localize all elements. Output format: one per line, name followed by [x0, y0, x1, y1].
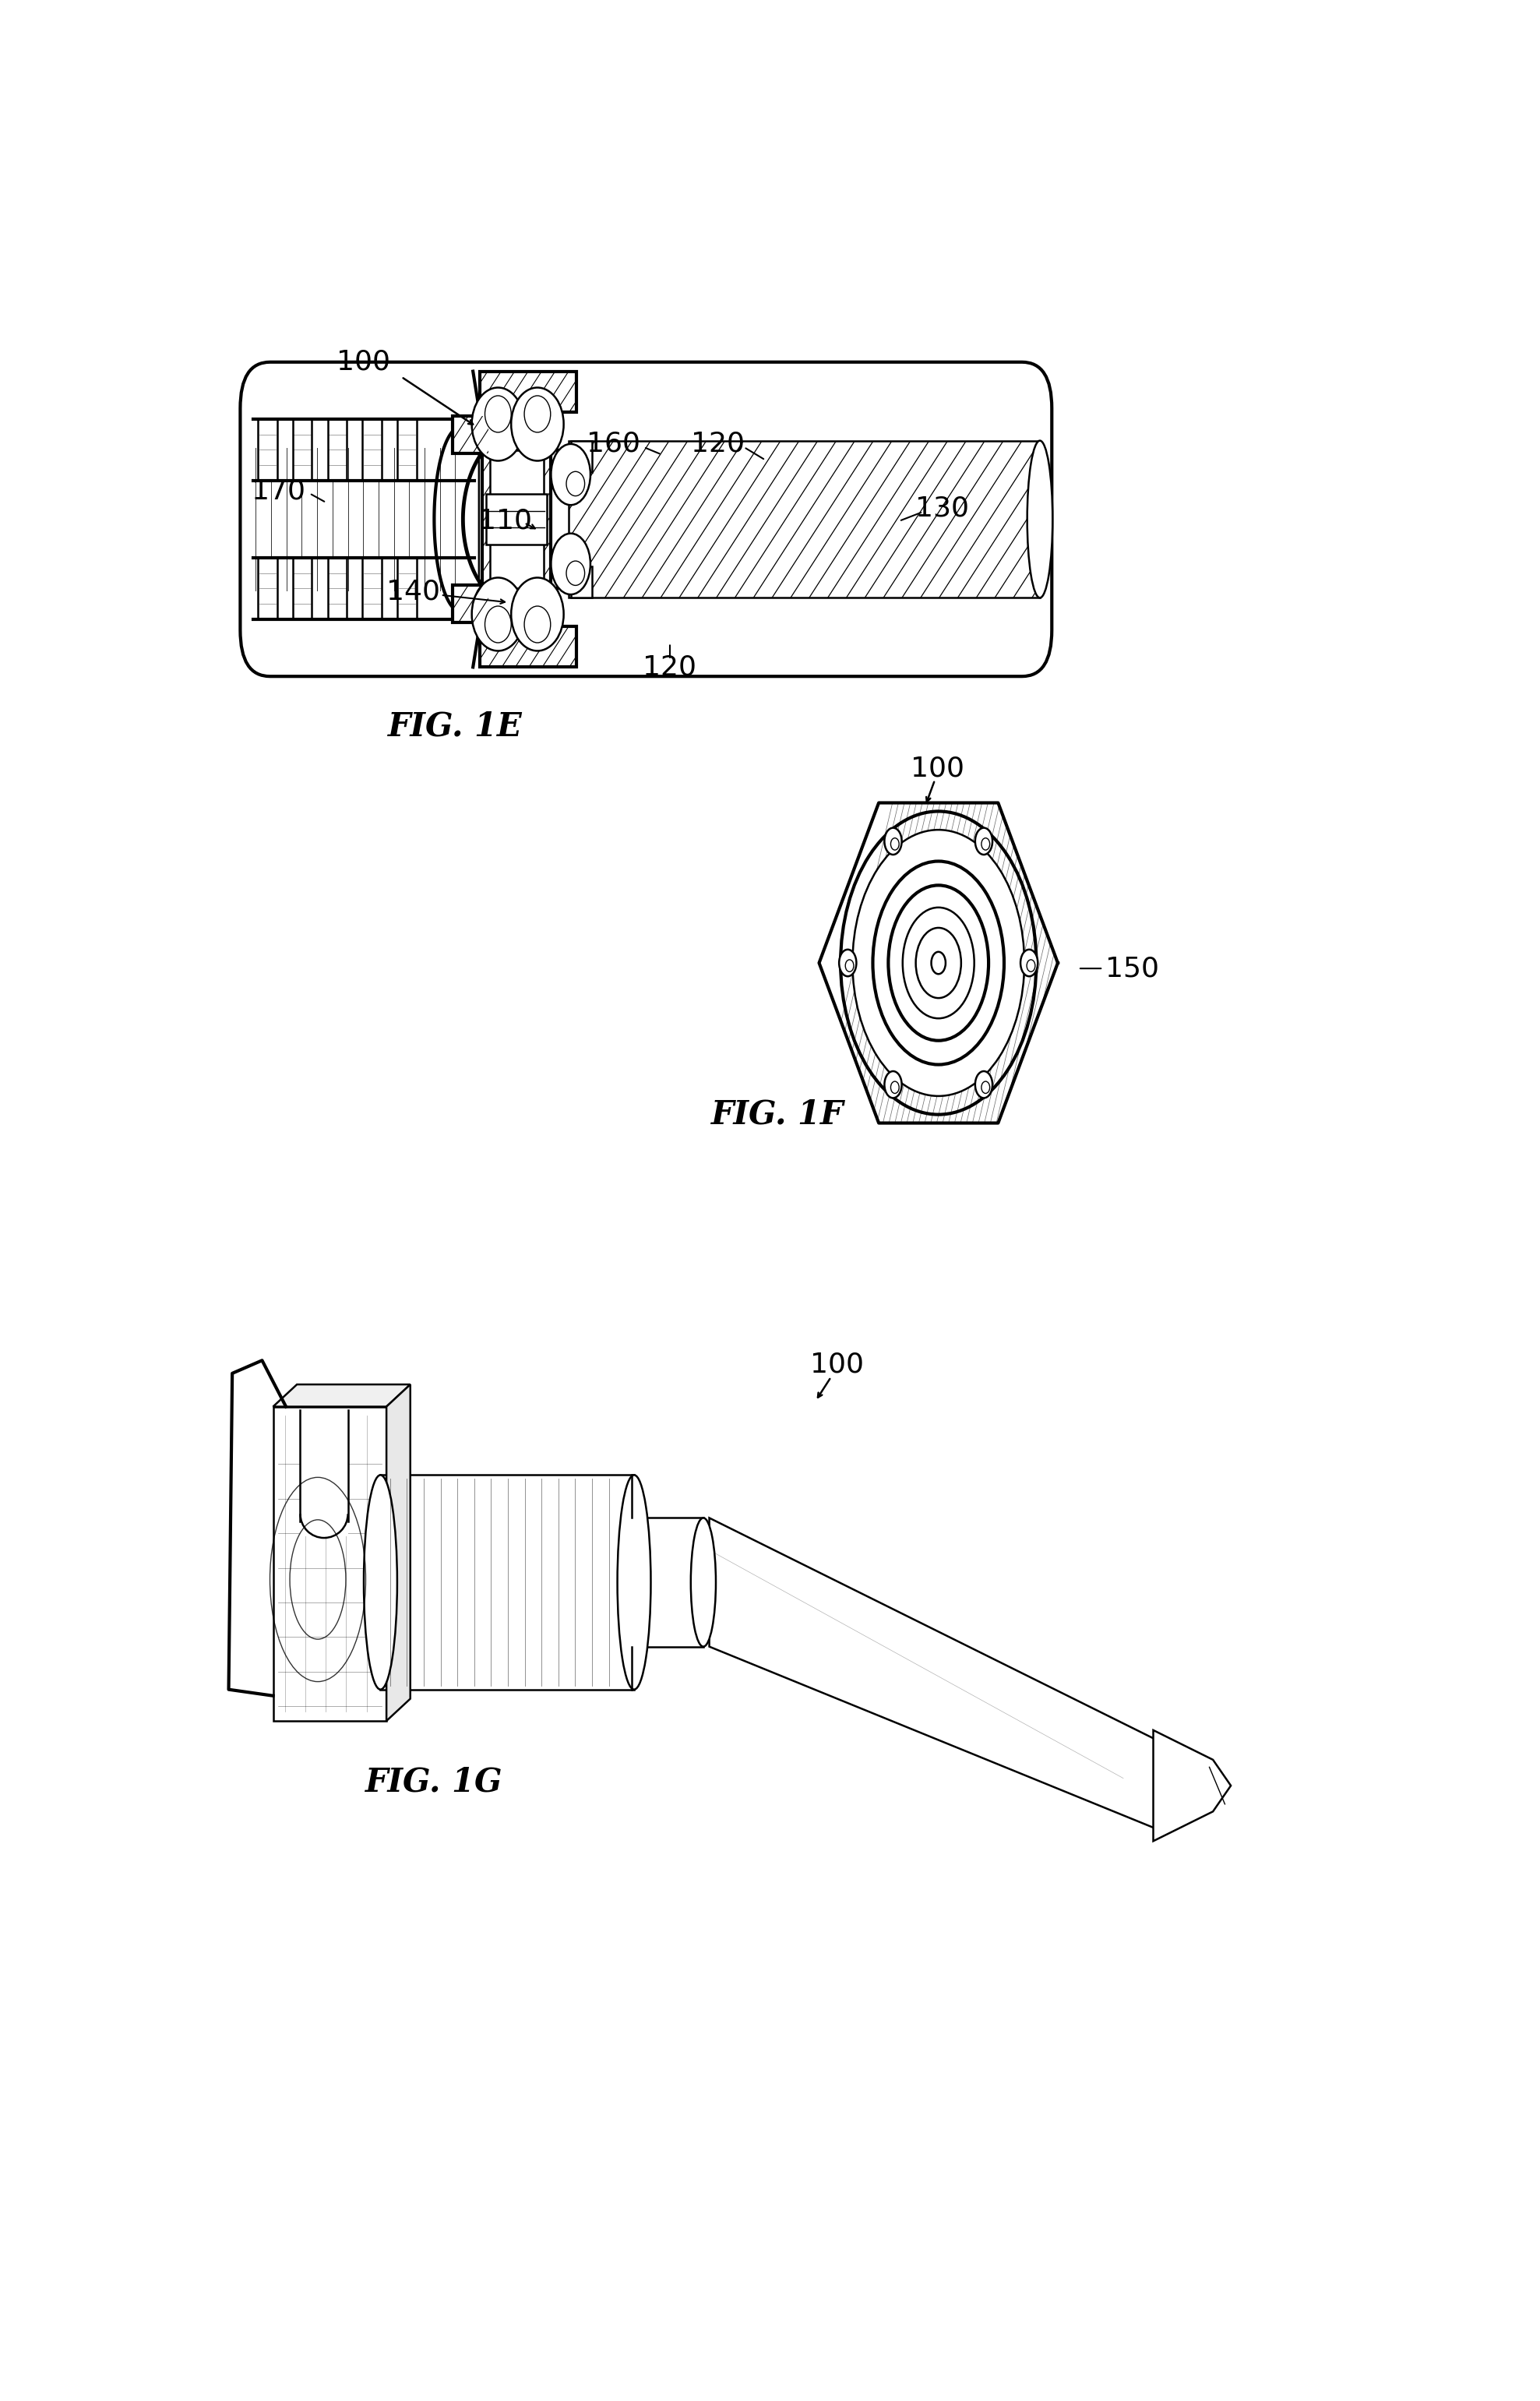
Ellipse shape [853, 831, 1024, 1095]
Bar [571, 567, 593, 598]
Ellipse shape [471, 579, 524, 651]
Bar [480, 627, 578, 667]
Ellipse shape [567, 471, 585, 497]
Ellipse shape [511, 387, 564, 461]
Ellipse shape [981, 1080, 990, 1092]
Polygon shape [293, 557, 313, 619]
Ellipse shape [839, 948, 856, 977]
Text: 160: 160 [587, 430, 641, 456]
Polygon shape [293, 420, 313, 480]
Polygon shape [328, 557, 346, 619]
Bar [487, 495, 547, 545]
Ellipse shape [884, 1071, 902, 1097]
Polygon shape [568, 442, 1040, 598]
Bar [482, 439, 551, 600]
Ellipse shape [618, 1474, 651, 1690]
Ellipse shape [471, 387, 524, 461]
Ellipse shape [551, 533, 590, 595]
Text: 150: 150 [1106, 956, 1160, 982]
Bar [300, 1409, 348, 1537]
Ellipse shape [890, 838, 899, 850]
Ellipse shape [1021, 948, 1038, 977]
Bar [490, 516, 544, 588]
Text: 100: 100 [336, 348, 390, 375]
Text: 100: 100 [910, 756, 964, 783]
Bar [273, 1407, 387, 1722]
Ellipse shape [873, 862, 1004, 1064]
Polygon shape [397, 557, 417, 619]
Ellipse shape [524, 396, 551, 432]
Text: 120: 120 [644, 653, 696, 679]
Bar [480, 372, 578, 413]
Polygon shape [387, 1385, 410, 1722]
Ellipse shape [975, 1071, 992, 1097]
Text: 120: 120 [691, 430, 744, 456]
Ellipse shape [1027, 960, 1035, 972]
Ellipse shape [932, 951, 946, 975]
Polygon shape [273, 1385, 410, 1407]
Polygon shape [819, 802, 1058, 1124]
Polygon shape [479, 425, 485, 615]
Bar [453, 415, 488, 454]
Ellipse shape [524, 605, 551, 643]
Ellipse shape [567, 562, 585, 586]
Polygon shape [397, 420, 417, 480]
Polygon shape [1153, 1731, 1230, 1842]
Text: 140: 140 [387, 579, 440, 605]
Text: FIG. 1E: FIG. 1E [388, 711, 522, 742]
Text: 110: 110 [479, 509, 533, 535]
FancyBboxPatch shape [240, 363, 1052, 677]
Text: FIG. 1F: FIG. 1F [711, 1097, 844, 1131]
Bar [490, 451, 544, 523]
Polygon shape [710, 1517, 1160, 1830]
Ellipse shape [916, 927, 961, 999]
Ellipse shape [485, 605, 511, 643]
Ellipse shape [981, 838, 990, 850]
Text: 130: 130 [915, 495, 969, 521]
Bar [571, 442, 593, 473]
Ellipse shape [485, 396, 511, 432]
Ellipse shape [845, 960, 853, 972]
Ellipse shape [890, 1080, 899, 1092]
Polygon shape [257, 557, 277, 619]
Polygon shape [362, 420, 382, 480]
Ellipse shape [889, 886, 989, 1040]
Ellipse shape [511, 579, 564, 651]
Polygon shape [257, 420, 277, 480]
Ellipse shape [691, 1517, 716, 1647]
Ellipse shape [884, 828, 902, 855]
Ellipse shape [902, 908, 975, 1018]
Ellipse shape [551, 444, 590, 504]
Polygon shape [328, 420, 346, 480]
Ellipse shape [975, 828, 992, 855]
Ellipse shape [1027, 442, 1052, 598]
Text: FIG. 1G: FIG. 1G [365, 1765, 504, 1798]
Bar [453, 586, 488, 622]
Text: 170: 170 [251, 478, 305, 504]
Ellipse shape [363, 1474, 397, 1690]
Text: 100: 100 [810, 1352, 864, 1378]
Polygon shape [362, 557, 382, 619]
